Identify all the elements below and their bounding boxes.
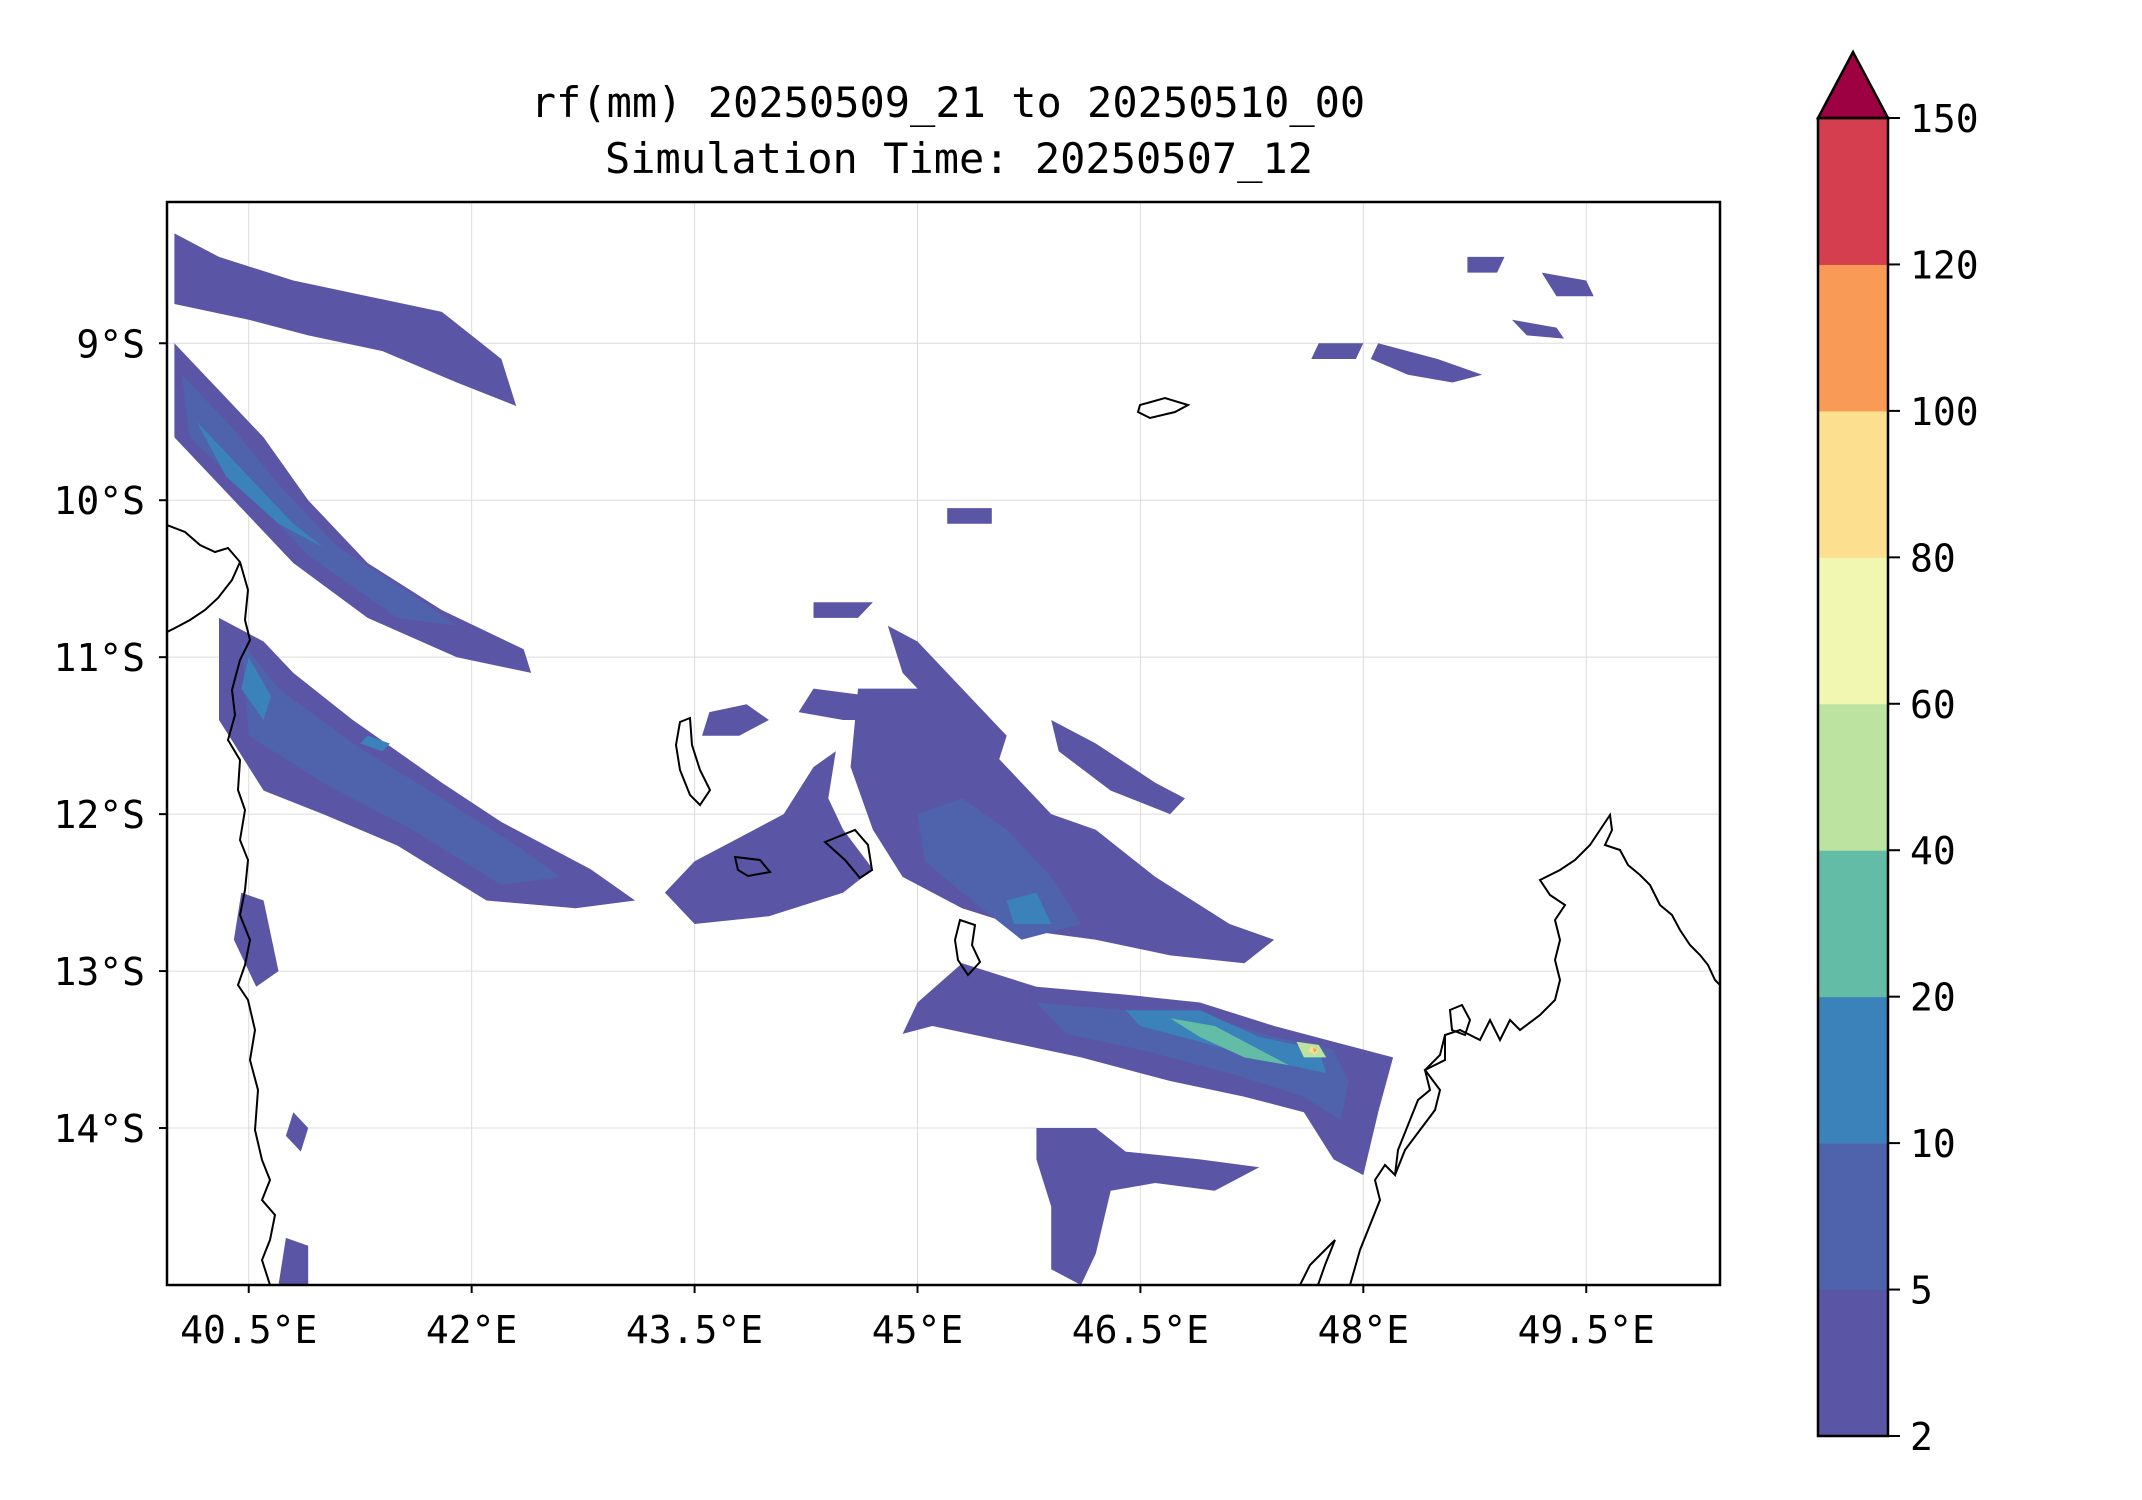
north-east-patch-25: [1467, 256, 1505, 273]
south-main-band-core-18: [1036, 1002, 1349, 1121]
colorbar-tick-label: 60: [1910, 683, 1956, 727]
north-east-patch-26: [1541, 272, 1594, 297]
colorbar-frame: [1816, 116, 1890, 1438]
x-tick-label: 43.5°E: [626, 1308, 763, 1352]
y-tick-label: 9°S: [76, 322, 145, 366]
coastline-glorieuses: [1136, 396, 1191, 420]
south-coast-blob-9: [278, 1237, 309, 1285]
east-streak-16: [1051, 720, 1185, 815]
y-tick-label: 13°S: [53, 950, 145, 994]
mid-patch-32: [702, 704, 769, 736]
colorbar-tick-label: 100: [1910, 390, 1979, 434]
colorbar-swatch-6: [1818, 410, 1888, 558]
x-tick-label: 49.5°E: [1518, 1308, 1655, 1352]
x-tick-label: 45°E: [872, 1308, 964, 1352]
central-band-12: [850, 688, 1275, 964]
colorbar-tick-label: 40: [1910, 829, 1956, 873]
colorbar-extend-arrow: [1815, 49, 1891, 120]
rainfall-contours: [174, 233, 1594, 1285]
far-south-band-24: [1036, 1128, 1260, 1285]
x-tick-label: 40.5°E: [180, 1308, 317, 1352]
colorbar-tick-label: 80: [1910, 536, 1956, 580]
upper-central-streak-15: [887, 625, 1007, 760]
mid-patch-33: [798, 688, 888, 720]
colorbar-swatch-7: [1818, 264, 1888, 412]
figure-title-line2: Simulation Time: 20250507_12: [605, 134, 1313, 183]
colorbar-swatch-1: [1818, 1143, 1888, 1291]
colorbar-tick-label: 10: [1910, 1122, 1956, 1166]
coastlines: [167, 396, 1720, 1285]
colorbar-swatch-3: [1818, 850, 1888, 998]
mid-patch-30: [947, 508, 992, 524]
coastline-comoros: [733, 855, 772, 878]
coastline-mayotte: [953, 918, 982, 977]
colorbar-swatch-4: [1818, 703, 1888, 851]
north-east-patch-28: [1311, 343, 1364, 359]
map-frame: [165, 200, 1722, 1287]
coastline-mozambique: [167, 524, 242, 633]
colorbar-ticks: 2 5 10 20 40 60 80 100 120 150: [1888, 97, 1979, 1459]
x-axis-ticks: 40.5°E 42°E 43.5°E 45°E 46.5°E 48°E 49.5°E: [180, 1285, 1655, 1352]
x-tick-label: 42°E: [426, 1308, 518, 1352]
coast-band-4: [219, 617, 636, 909]
south-coast-blob-8: [233, 892, 279, 987]
colorbar-tick-label: 2: [1910, 1415, 1933, 1459]
central-band-core2-14: [1006, 892, 1052, 924]
y-tick-label: 11°S: [53, 636, 145, 680]
south-main-band-peak-22: [1308, 1046, 1319, 1055]
colorbar-tick-label: 150: [1910, 97, 1979, 141]
x-tick-label: 46.5°E: [1072, 1308, 1209, 1352]
coastline-madagascar: [1349, 812, 1720, 1285]
coastline-nosy-be: [1448, 1003, 1472, 1037]
x-tick-label: 48°E: [1318, 1308, 1410, 1352]
north-west-band-0: [174, 233, 517, 406]
coast-band-core-5: [241, 641, 561, 885]
coastline-madagascar: [1299, 1239, 1336, 1285]
north-west-band-1: [174, 343, 532, 673]
colorbar-swatch-2: [1818, 996, 1888, 1144]
south-main-band-17: [902, 963, 1394, 1176]
y-tick-label: 12°S: [53, 793, 145, 837]
colorbar: 2 5 10 20 40 60 80 100 120 150: [1815, 49, 1979, 1459]
coastline-madagascar: [1394, 1035, 1446, 1176]
coast-band-core2-6: [241, 657, 271, 720]
colorbar-swatches: [1818, 118, 1888, 1437]
figure-title-line1: rf(mm) 20250509_21 to 20250510_00: [531, 78, 1365, 127]
colorbar-tick-label: 20: [1910, 976, 1956, 1020]
y-tick-label: 10°S: [53, 479, 145, 523]
y-axis-ticks: 9°S 10°S 11°S 12°S 13°S 14°S: [53, 322, 167, 1151]
colorbar-swatch-8: [1818, 118, 1888, 265]
colorbar-swatch-5: [1818, 557, 1888, 705]
colorbar-tick-label: 5: [1910, 1269, 1933, 1313]
south-main-band-peak-23: [1312, 1048, 1318, 1053]
mid-band-11: [664, 751, 873, 924]
north-east-patch-27: [1370, 343, 1483, 383]
coastline-mozambique: [226, 561, 277, 1285]
north-east-patch-29: [1511, 319, 1564, 339]
mid-patch-31: [813, 602, 873, 618]
y-tick-label: 14°S: [53, 1107, 145, 1151]
map-panel: 40.5°E 42°E 43.5°E 45°E 46.5°E 48°E 49.5°E 9°S…: [53, 200, 1722, 1352]
south-main-band-core3-20: [1170, 1018, 1289, 1066]
colorbar-swatch-0: [1818, 1289, 1888, 1437]
colorbar-tick-label: 120: [1910, 243, 1979, 287]
south-coast-blob-10: [285, 1112, 309, 1152]
coastline-comoros: [674, 716, 712, 807]
coast-band-core3-7: [360, 735, 390, 752]
coastline-comoros: [823, 828, 874, 880]
